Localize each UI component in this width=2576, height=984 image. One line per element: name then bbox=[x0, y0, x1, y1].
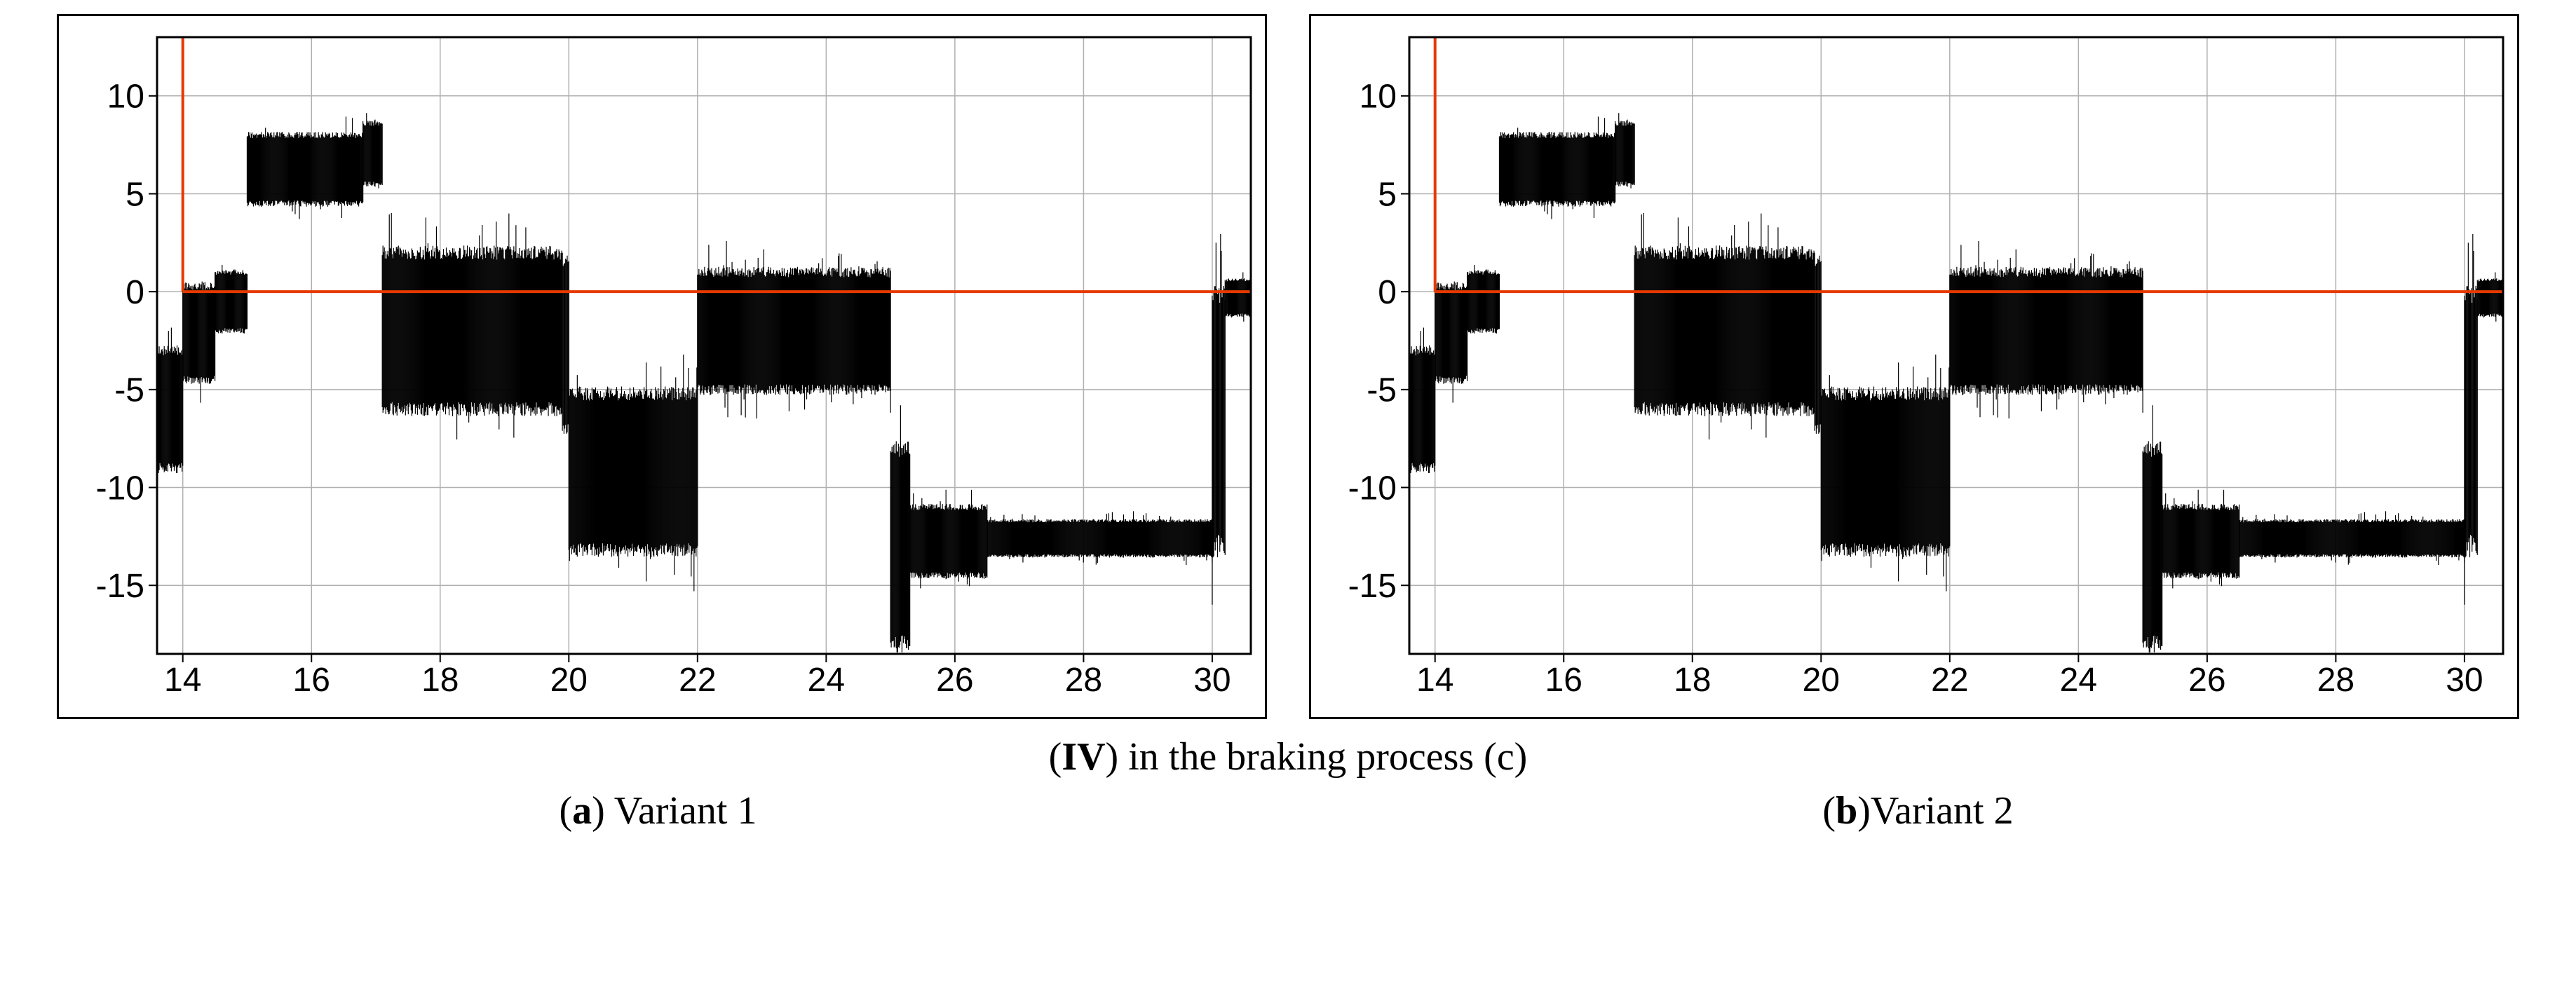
chart-variant1: 14 16 18 20 22 24 26 28 30 -15 -10 -5 0 5 10 bbox=[57, 14, 1267, 719]
sub-caption-b-suffix: )Variant 2 bbox=[1857, 789, 2013, 833]
svg-text:28: 28 bbox=[2317, 662, 2354, 699]
svg-text:30: 30 bbox=[2446, 662, 2483, 699]
svg-text:16: 16 bbox=[1545, 662, 1582, 699]
svg-text:16: 16 bbox=[293, 662, 330, 699]
svg-text:-15: -15 bbox=[1348, 568, 1397, 605]
sub-caption-variant1: (a) Variant 1 bbox=[28, 788, 1288, 833]
main-caption-prefix: ( bbox=[1049, 735, 1062, 779]
svg-text:10: 10 bbox=[1360, 78, 1397, 116]
svg-text:24: 24 bbox=[2060, 662, 2097, 699]
sub-caption-variant2: (b)Variant 2 bbox=[1288, 788, 2548, 833]
svg-text:14: 14 bbox=[164, 662, 201, 699]
svg-text:30: 30 bbox=[1193, 662, 1231, 699]
svg-text:24: 24 bbox=[808, 662, 845, 699]
main-caption-bold: IV bbox=[1062, 735, 1105, 779]
svg-text:28: 28 bbox=[1065, 662, 1102, 699]
svg-text:5: 5 bbox=[1378, 176, 1397, 213]
svg-text:20: 20 bbox=[1803, 662, 1840, 699]
main-caption: (IV) in the braking process (c) bbox=[28, 732, 2548, 783]
svg-text:-5: -5 bbox=[1367, 372, 1397, 409]
svg-text:-15: -15 bbox=[96, 568, 144, 605]
main-caption-suffix: ) in the braking process (c) bbox=[1106, 735, 1528, 779]
svg-text:14: 14 bbox=[1416, 662, 1453, 699]
svg-text:20: 20 bbox=[550, 662, 588, 699]
svg-text:26: 26 bbox=[936, 662, 973, 699]
svg-text:22: 22 bbox=[1931, 662, 1968, 699]
panel-variant1: 14 16 18 20 22 24 26 28 30 -15 -10 -5 0 5 10 bbox=[57, 14, 1267, 719]
svg-text:5: 5 bbox=[126, 176, 144, 213]
sub-caption-a-bold: a bbox=[572, 789, 592, 833]
sub-caption-b-prefix: ( bbox=[1822, 789, 1836, 833]
svg-text:0: 0 bbox=[1378, 274, 1397, 311]
figure-container: 14 16 18 20 22 24 26 28 30 -15 -10 -5 0 5 10 14 16 18 20 2… bbox=[0, 0, 2576, 854]
sub-caption-b-bold: b bbox=[1836, 789, 1857, 833]
sub-caption-row: (a) Variant 1 (b)Variant 2 bbox=[28, 788, 2548, 833]
chart-variant2: 14 16 18 20 22 24 26 28 30 -15 -10 -5 0 5 10 bbox=[1309, 14, 2519, 719]
svg-text:18: 18 bbox=[421, 662, 459, 699]
svg-text:26: 26 bbox=[2188, 662, 2225, 699]
chart-svg-variant1: 14 16 18 20 22 24 26 28 30 -15 -10 -5 0 5 10 bbox=[59, 16, 1265, 717]
svg-text:-5: -5 bbox=[114, 372, 144, 409]
panels-row: 14 16 18 20 22 24 26 28 30 -15 -10 -5 0 5 10 14 16 18 20 2… bbox=[28, 14, 2548, 719]
chart-svg-variant2: 14 16 18 20 22 24 26 28 30 -15 -10 -5 0 5 10 bbox=[1311, 16, 2517, 717]
panel-variant2: 14 16 18 20 22 24 26 28 30 -15 -10 -5 0 5 10 bbox=[1309, 14, 2519, 719]
sub-caption-a-prefix: ( bbox=[559, 789, 572, 833]
sub-caption-a-suffix: ) Variant 1 bbox=[592, 789, 757, 833]
svg-text:-10: -10 bbox=[1348, 470, 1397, 507]
svg-text:18: 18 bbox=[1674, 662, 1711, 699]
svg-text:0: 0 bbox=[126, 274, 144, 311]
svg-text:10: 10 bbox=[107, 78, 144, 116]
svg-text:22: 22 bbox=[679, 662, 716, 699]
svg-text:-10: -10 bbox=[96, 470, 144, 507]
